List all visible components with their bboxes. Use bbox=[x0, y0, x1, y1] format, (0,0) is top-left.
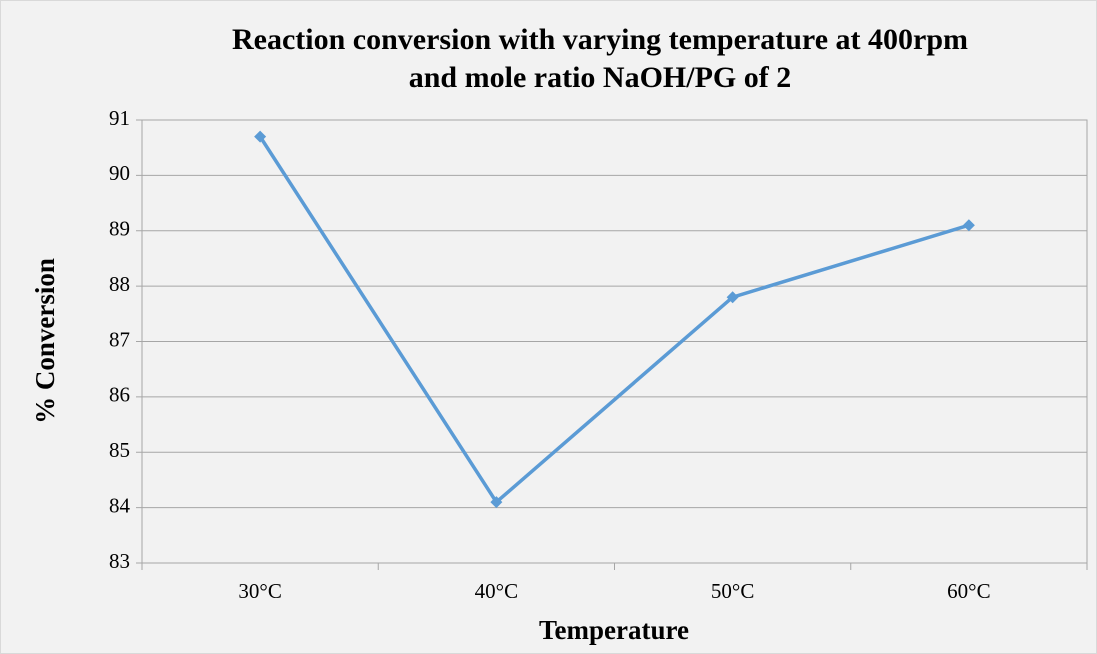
y-tick-label: 84 bbox=[109, 493, 131, 517]
data-point bbox=[726, 291, 739, 304]
y-tick-label: 89 bbox=[109, 217, 130, 241]
y-axis-title: % Conversion bbox=[30, 258, 60, 424]
x-tick-label: 30°C bbox=[238, 579, 281, 603]
y-tick-label: 88 bbox=[109, 272, 130, 296]
x-tick-label: 40°C bbox=[475, 579, 518, 603]
y-tick-label: 86 bbox=[109, 383, 130, 407]
y-tick-label: 85 bbox=[109, 438, 130, 462]
x-tick-label: 50°C bbox=[711, 579, 754, 603]
data-point bbox=[962, 219, 975, 232]
data-point bbox=[490, 496, 503, 509]
chart-title: and mole ratio NaOH/PG of 2 bbox=[409, 61, 791, 94]
y-tick-label: 83 bbox=[109, 549, 130, 573]
x-axis-title: Temperature bbox=[539, 615, 689, 645]
y-tick-label: 87 bbox=[109, 327, 130, 351]
y-tick-label: 90 bbox=[109, 161, 130, 185]
chart-title: Reaction conversion with varying tempera… bbox=[232, 23, 968, 56]
data-point bbox=[254, 130, 267, 143]
x-tick-label: 60°C bbox=[947, 579, 990, 603]
data-line bbox=[258, 135, 970, 505]
y-tick-label: 91 bbox=[109, 106, 130, 130]
